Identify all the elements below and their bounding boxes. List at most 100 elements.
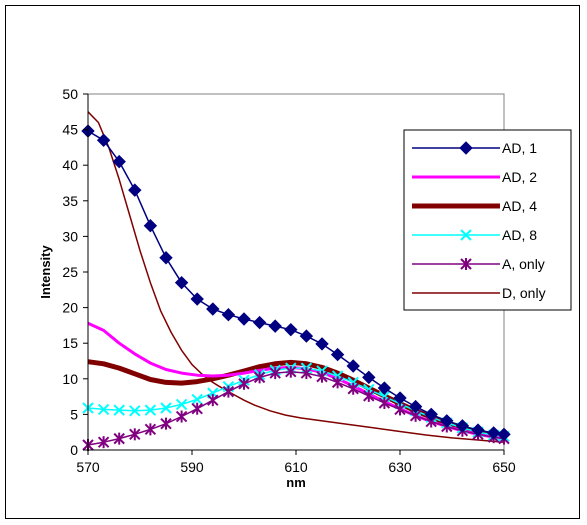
data-point xyxy=(206,302,220,316)
data-point xyxy=(471,423,485,437)
data-point xyxy=(284,322,298,337)
y-tick-label: 30 xyxy=(62,228,78,244)
data-point xyxy=(207,394,219,407)
data-point xyxy=(459,141,473,155)
data-point xyxy=(112,154,126,169)
legend-item: A, only xyxy=(412,256,545,272)
data-point xyxy=(363,389,375,402)
data-point xyxy=(144,404,157,416)
legend-label: AD, 1 xyxy=(502,140,537,156)
data-point xyxy=(175,398,188,411)
legend-label: D, only xyxy=(502,285,546,301)
legend-item: AD, 4 xyxy=(412,198,537,214)
data-point xyxy=(175,410,188,423)
data-point xyxy=(497,427,511,442)
data-point xyxy=(190,292,204,306)
data-point xyxy=(159,251,173,265)
marker-stroke xyxy=(144,404,157,416)
axes-layer: 0 5 10 15 20 25 30 35 40 45 50 570 590 610 630 650 xyxy=(62,86,515,475)
data-point xyxy=(377,381,392,395)
legend-item: AD, 1 xyxy=(412,140,537,156)
data-point xyxy=(221,308,236,322)
y-tick-label: 35 xyxy=(62,193,78,209)
legend-item: AD, 2 xyxy=(412,169,537,185)
y-tick-label: 15 xyxy=(62,335,78,351)
data-point xyxy=(330,347,345,362)
data-point xyxy=(160,402,172,414)
data-point xyxy=(393,391,407,405)
legend-label: AD, 8 xyxy=(502,227,537,243)
y-tick-label: 45 xyxy=(62,122,78,138)
data-point xyxy=(129,405,141,417)
marker-stroke xyxy=(97,403,110,416)
data-point xyxy=(97,403,110,416)
data-point xyxy=(160,417,172,430)
series-line xyxy=(87,370,505,446)
data-point xyxy=(174,275,189,290)
y-tick-label: 20 xyxy=(62,300,78,316)
y-tick-label: 0 xyxy=(70,442,78,458)
legend-item: AD, 8 xyxy=(412,227,537,243)
y-axis-title: Intensity xyxy=(38,245,53,299)
marker-stroke xyxy=(460,229,472,241)
data-point xyxy=(408,399,423,414)
data-point xyxy=(299,329,314,343)
data-point xyxy=(316,370,328,383)
data-point xyxy=(315,337,329,351)
data-point xyxy=(97,436,110,449)
data-point xyxy=(253,371,266,384)
data-point xyxy=(191,393,203,406)
data-point xyxy=(237,312,251,326)
series-line xyxy=(87,130,505,436)
data-point xyxy=(113,404,125,416)
data-point xyxy=(113,432,125,445)
data-point xyxy=(460,229,472,241)
data-point xyxy=(285,365,297,378)
legend: AD, 1 AD, 2 AD, 4 AD, 8 A, only D, only xyxy=(403,129,572,311)
legend-label: AD, 2 xyxy=(502,169,537,185)
x-tick-label: 650 xyxy=(492,459,516,475)
data-point xyxy=(346,359,360,373)
marker-stroke xyxy=(175,398,188,411)
data-point xyxy=(144,423,157,436)
series-layer xyxy=(81,111,511,452)
data-point xyxy=(143,219,158,233)
marker-stroke xyxy=(129,405,141,417)
data-point xyxy=(378,397,391,410)
data-point xyxy=(440,414,454,428)
legend-items: AD, 1 AD, 2 AD, 4 AD, 8 A, only D, only xyxy=(412,140,546,301)
y-tick-label: 50 xyxy=(62,86,78,102)
x-tick-label: 610 xyxy=(284,459,308,475)
x-tick-label: 590 xyxy=(180,459,204,475)
x-tick-label: 630 xyxy=(388,459,412,475)
legend-item: D, only xyxy=(412,285,546,301)
marker-stroke xyxy=(191,393,203,406)
data-point xyxy=(455,419,470,433)
data-point xyxy=(460,258,472,270)
legend-label: A, only xyxy=(502,256,545,272)
marker-stroke xyxy=(113,404,125,416)
series-line xyxy=(87,367,505,438)
legend-box xyxy=(403,129,572,311)
data-point xyxy=(96,133,111,147)
data-point xyxy=(252,315,267,330)
y-tick-label: 5 xyxy=(70,406,78,422)
marker-stroke xyxy=(160,402,172,414)
data-point xyxy=(424,407,438,422)
data-point xyxy=(269,367,281,380)
data-point xyxy=(268,319,282,333)
y-tick-label: 40 xyxy=(62,157,78,173)
x-axis-title: nm xyxy=(286,475,306,490)
legend-label: AD, 4 xyxy=(502,198,537,214)
data-point xyxy=(486,426,501,440)
x-tick-label: 570 xyxy=(76,459,100,475)
series-line xyxy=(87,111,505,443)
data-point xyxy=(331,376,344,389)
y-tick-label: 25 xyxy=(62,264,78,280)
data-point xyxy=(128,183,142,197)
data-point xyxy=(347,382,359,395)
data-point xyxy=(300,367,313,380)
y-tick-label: 10 xyxy=(62,371,78,387)
data-point xyxy=(394,403,406,416)
